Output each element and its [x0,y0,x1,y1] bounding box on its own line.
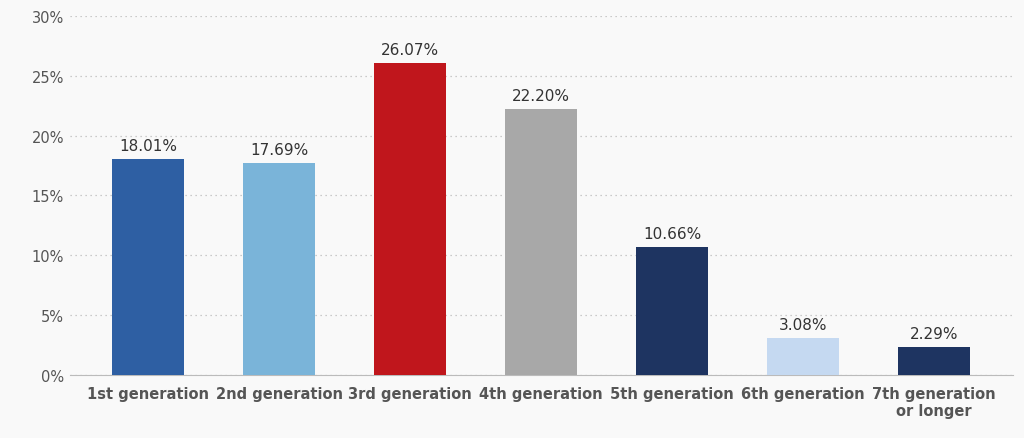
Bar [636,247,709,375]
Bar [505,110,578,375]
Text: 22.20%: 22.20% [512,89,570,104]
Text: 10.66%: 10.66% [643,227,701,242]
Text: 17.69%: 17.69% [250,143,308,158]
Bar [898,347,971,375]
Bar [244,164,315,375]
Bar [767,338,840,375]
Text: 26.07%: 26.07% [381,43,439,58]
Text: 3.08%: 3.08% [779,317,827,332]
Bar [113,160,184,375]
Text: 2.29%: 2.29% [910,326,958,342]
Text: 18.01%: 18.01% [119,139,177,154]
Bar [374,64,446,375]
